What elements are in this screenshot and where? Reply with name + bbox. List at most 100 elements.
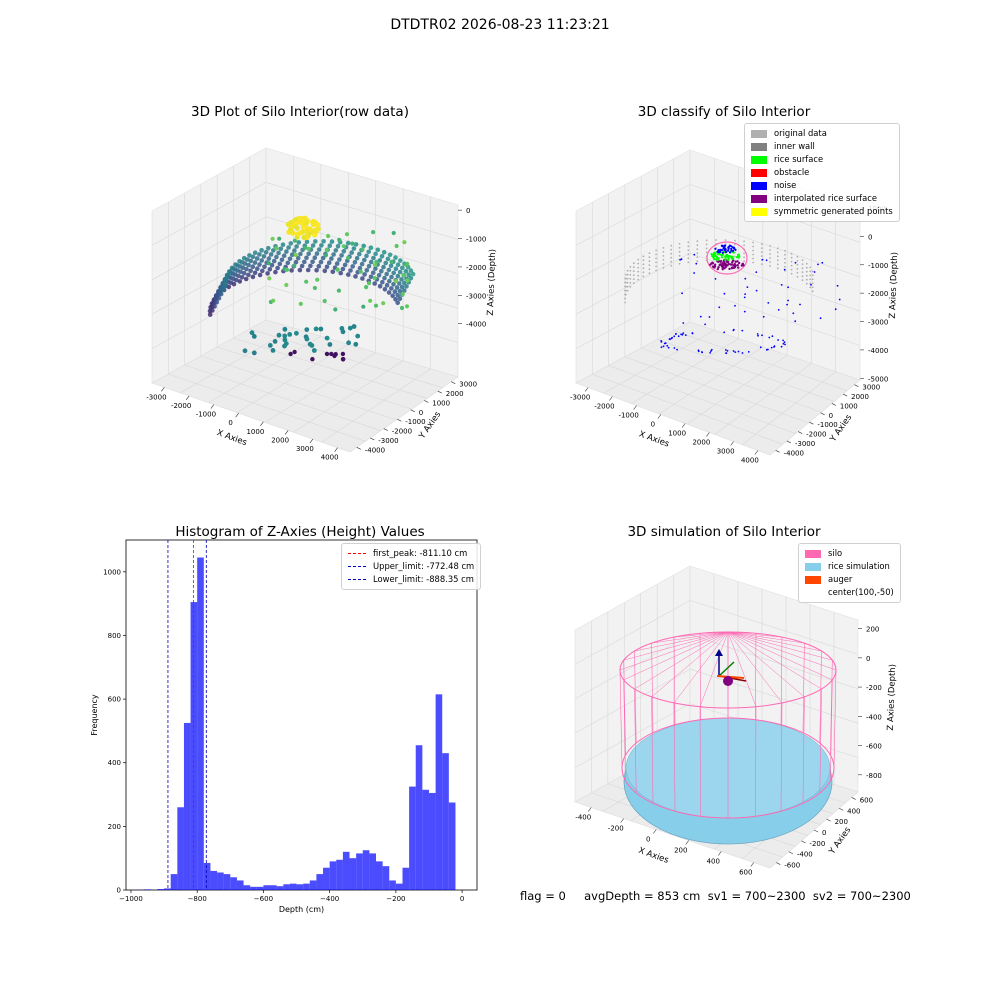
rice-surface-point [724, 257, 727, 261]
noise-point [721, 251, 724, 254]
z-tick-label: 0 [868, 233, 872, 241]
original-data-point [734, 239, 736, 242]
data-point [400, 292, 405, 297]
data-point [269, 262, 275, 268]
data-point [257, 272, 263, 278]
original-data-point [801, 267, 804, 270]
original-data-point [624, 293, 627, 296]
legend-label: interpolated rice surface [774, 193, 877, 203]
legend-item-original-data: original data [751, 127, 893, 140]
histogram-bar [435, 694, 443, 890]
y-tick-label: 0 [117, 887, 121, 895]
data-point [390, 293, 396, 299]
data-point [298, 251, 303, 257]
left-grid-line [575, 184, 691, 246]
x-axis-label: X Axies [637, 846, 670, 866]
original-data-point [809, 274, 812, 277]
noise-point [730, 245, 733, 248]
floor-grid-line [658, 346, 764, 415]
original-data-point [790, 272, 793, 275]
legend-label: silo [828, 548, 843, 558]
z-tick-label: -2000 [868, 290, 888, 298]
noise-point [734, 248, 737, 251]
data-point [366, 263, 372, 269]
legend-swatch [805, 575, 821, 584]
legend-swatch [751, 155, 767, 164]
data-point [379, 268, 384, 274]
floor-grid-line [293, 360, 404, 433]
silo-roof-wire [727, 631, 833, 681]
data-point [408, 268, 414, 273]
noise-point [718, 306, 721, 309]
floor-grid-line [657, 339, 835, 402]
original-data-point [626, 273, 629, 276]
x-tick [584, 387, 589, 392]
data-point [389, 274, 394, 280]
x-tick-label: -400 [575, 814, 591, 822]
data-point [377, 258, 383, 263]
x-tick [609, 396, 613, 401]
data-point [294, 330, 299, 336]
original-data-point [655, 257, 657, 260]
noise-point [836, 284, 839, 287]
original-data-point [696, 244, 699, 247]
noise-point [732, 328, 735, 331]
y-tick-label: 200 [835, 818, 848, 826]
interpolated-point [737, 266, 740, 269]
data-point [298, 301, 303, 306]
z-tick-label: -600 [866, 743, 882, 751]
data-point [267, 267, 273, 272]
noise-point [777, 339, 779, 341]
noise-point [821, 261, 824, 264]
data-point [350, 241, 355, 246]
data-point [386, 290, 392, 295]
data-point [281, 253, 287, 258]
floor-grid-line [180, 327, 294, 394]
data-point [223, 283, 228, 289]
rice-surface-point [715, 258, 718, 261]
original-data-point [642, 259, 645, 262]
interpolated-point [713, 263, 717, 266]
rice-surface-point [710, 252, 713, 256]
silo-wire [802, 643, 805, 733]
noise-point [744, 293, 746, 295]
interpolated-point [717, 266, 720, 269]
y-tick [809, 421, 814, 425]
floor-grid-line [233, 337, 428, 399]
y-tick [383, 428, 388, 431]
silo-wire [755, 706, 757, 817]
original-data-point [670, 248, 673, 251]
data-point [246, 262, 251, 268]
noise-point [681, 292, 683, 295]
original-data-point [776, 259, 779, 262]
legend-item-center: center(100,-50) [805, 586, 894, 599]
histogram-bar [402, 867, 410, 890]
data-point [261, 254, 267, 259]
noise-point [731, 246, 735, 249]
interpolated-point [718, 263, 721, 267]
interpolated-point [711, 262, 715, 265]
original-data-point [624, 297, 627, 300]
original-data-point [805, 270, 808, 273]
noise-point [724, 248, 727, 251]
data-point [323, 253, 328, 258]
noise-point [673, 335, 676, 338]
data-point [337, 257, 342, 262]
noise-point [782, 339, 784, 342]
x-tick [161, 387, 165, 392]
histogram-bar [210, 870, 218, 890]
data-point [393, 278, 398, 284]
y-tick-label: -3000 [795, 440, 815, 448]
left-grid-line [151, 182, 267, 246]
noise-point [744, 277, 747, 280]
legend-line [348, 579, 366, 580]
silo-wire [755, 633, 757, 720]
original-data-point [809, 270, 812, 273]
data-point [324, 335, 330, 341]
legend-item-upper-limit: Upper_limit: -772.48 cm [348, 560, 474, 573]
data-point [339, 253, 344, 258]
floor-grid-line [264, 352, 376, 423]
silo-roof-wire [727, 631, 833, 661]
data-point [368, 298, 373, 303]
original-data-point [784, 265, 786, 268]
